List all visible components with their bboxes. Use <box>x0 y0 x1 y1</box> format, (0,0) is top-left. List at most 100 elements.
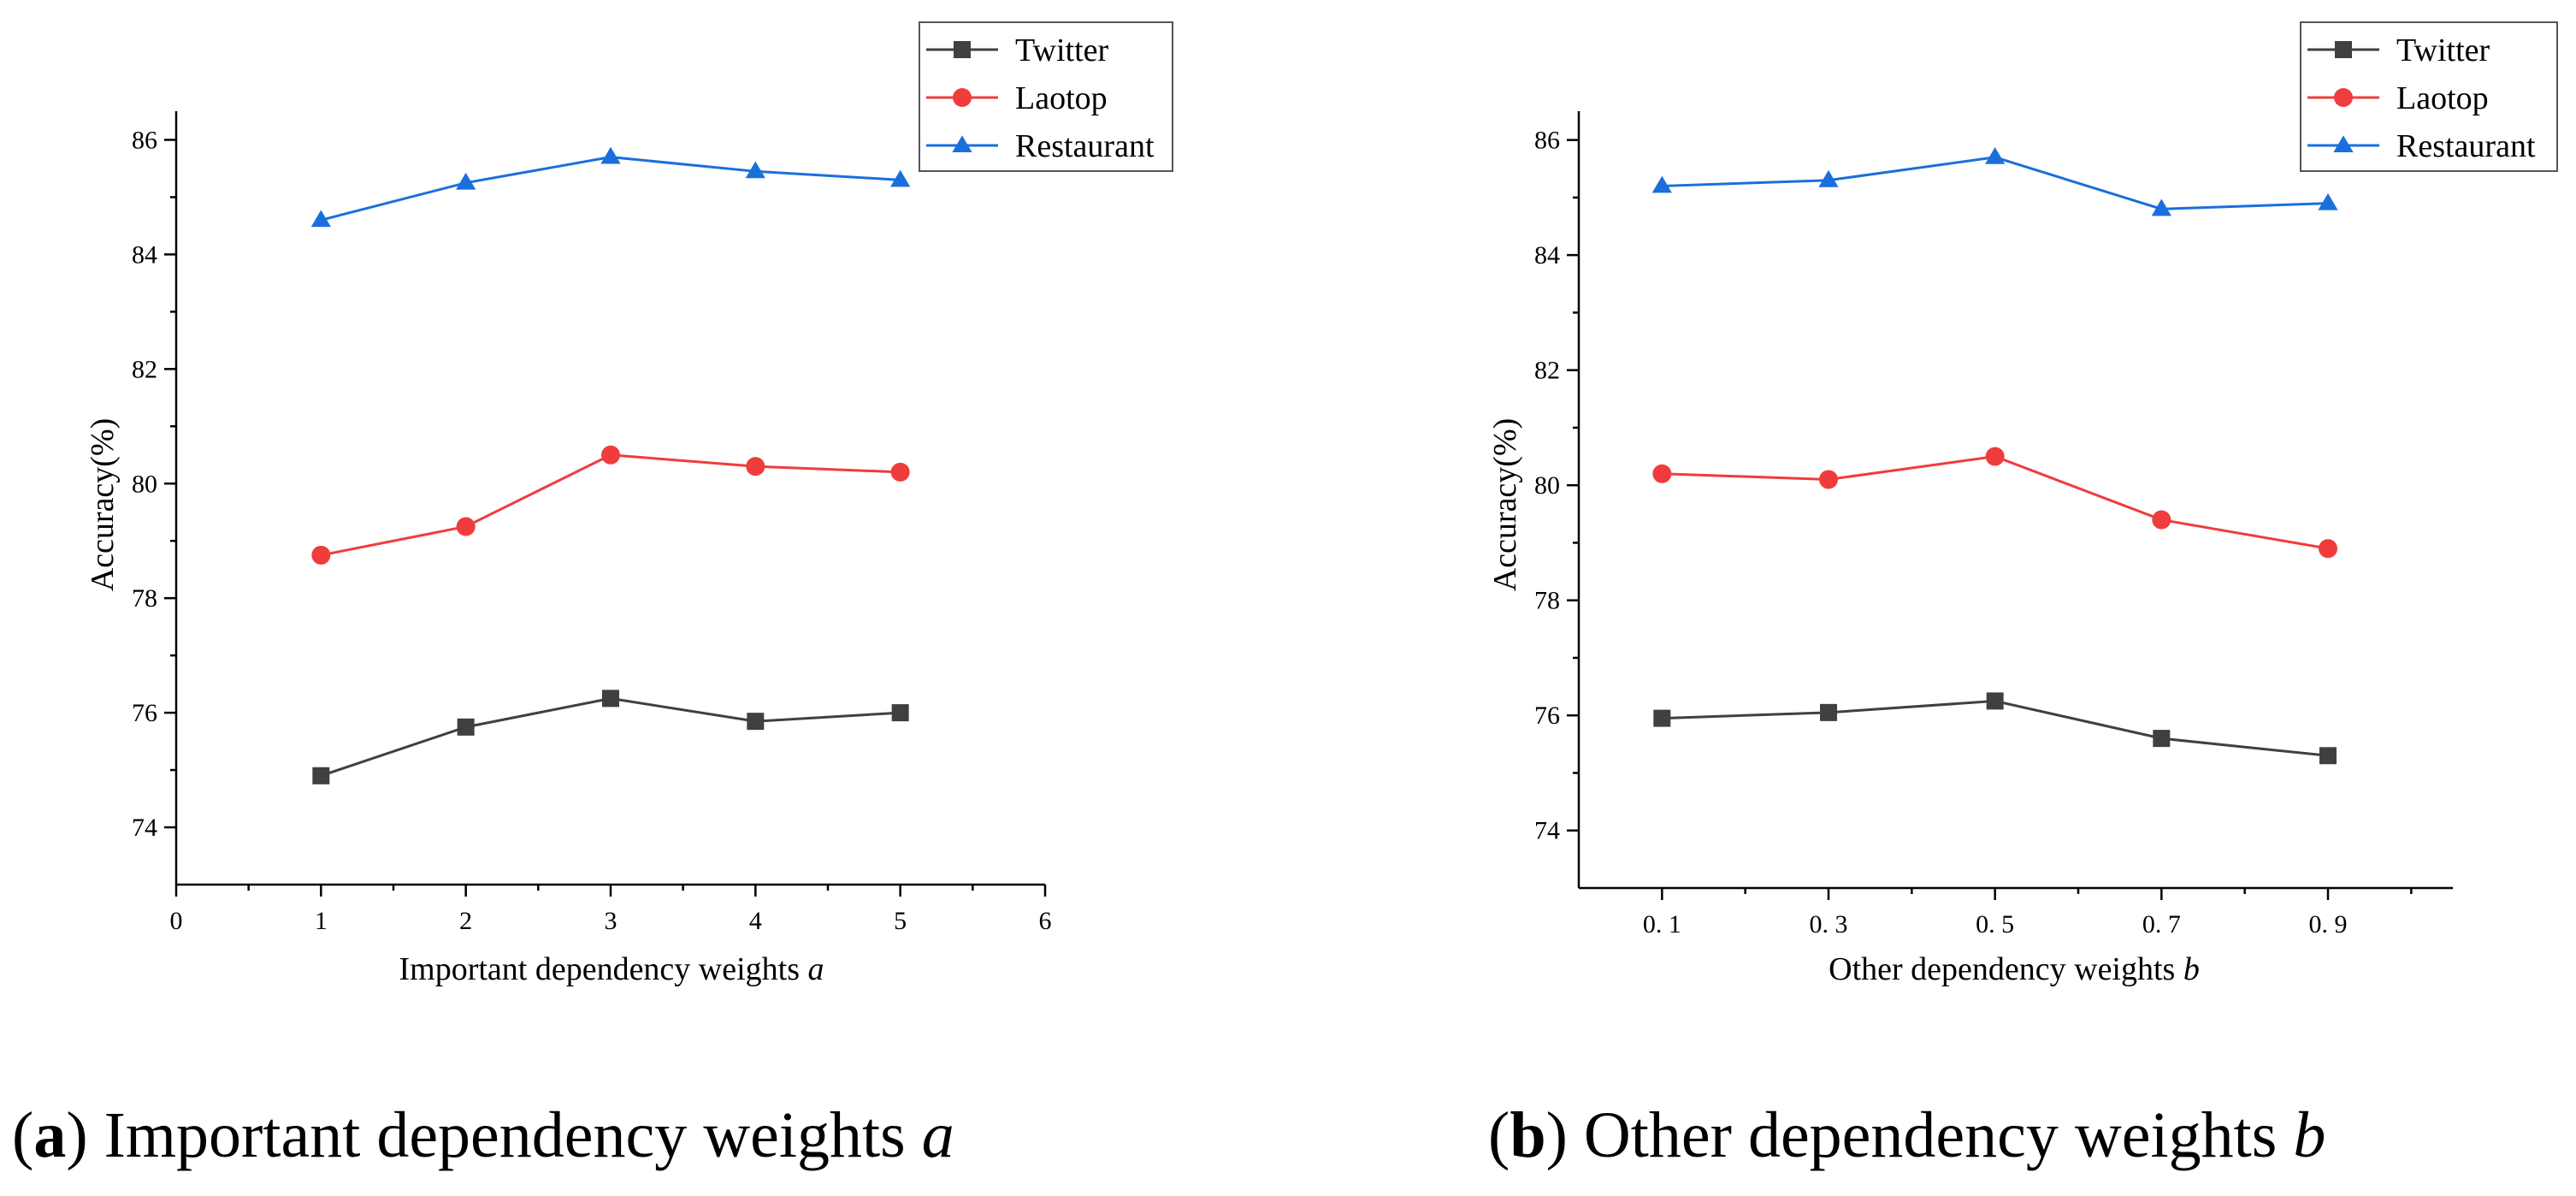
series-line-restaurant-a <box>320 156 901 222</box>
data-point-restaurant-b <box>1651 175 1672 193</box>
legend-marker-twitter-a <box>954 41 971 58</box>
data-point-twitter-b <box>2319 747 2337 765</box>
legend-label-restaurant-b: Restaurant <box>2396 128 2536 164</box>
legend-marker-laotop-b <box>2334 88 2353 107</box>
y-tick-label-a: 76 <box>132 699 157 727</box>
y-tick-label-b: 78 <box>1534 587 1560 615</box>
x-tick-label-a: 1 <box>315 907 328 935</box>
data-point-laotop-a <box>601 445 620 465</box>
data-point-twitter-a <box>457 718 475 736</box>
legend-label-laotop-b: Laotop <box>2396 80 2489 116</box>
data-point-twitter-a <box>312 767 330 785</box>
legend-marker-restaurant-b <box>2333 135 2354 152</box>
x-tick-label-a: 3 <box>605 907 617 935</box>
caption-open-paren-a: ( <box>12 1099 33 1171</box>
x-axis-label-text-b: Other dependency weights <box>1829 951 2175 987</box>
caption-close-paren-b: ) <box>1546 1099 1584 1171</box>
legend-label-twitter-a: Twitter <box>1015 33 1109 68</box>
data-point-laotop-b <box>1985 447 2005 466</box>
data-point-restaurant-a <box>890 169 911 187</box>
caption-close-paren-a: ) <box>66 1099 103 1171</box>
data-point-restaurant-a <box>745 161 765 179</box>
legend-label-twitter-b: Twitter <box>2396 33 2490 68</box>
x-tick-label-b: 0. 9 <box>2309 910 2348 938</box>
caption-a: (a) Important dependency weights a <box>12 1099 954 1171</box>
legend-marker-restaurant-a <box>952 135 972 152</box>
legend-label-laotop-a: Laotop <box>1015 80 1108 116</box>
x-tick-label-a: 6 <box>1039 907 1052 935</box>
x-tick-label-b: 0. 5 <box>1976 910 2014 938</box>
data-point-twitter-a <box>891 704 909 722</box>
data-point-restaurant-a <box>600 146 621 164</box>
y-tick-label-a: 78 <box>132 584 157 613</box>
y-tick-label-a: 74 <box>132 814 157 842</box>
y-tick-label-b: 74 <box>1534 817 1560 845</box>
data-point-restaurant-a <box>310 210 331 228</box>
chart-panel-b: 74 76 78 80 82 84 86 0. 1 0. 3 0. 5 0. 7 0. 9 Accur… <box>1487 21 2558 1171</box>
legend-label-restaurant-a: Restaurant <box>1015 128 1155 164</box>
series-line-restaurant-b <box>1662 156 2329 210</box>
caption-b: (b) Other dependency weights b <box>1488 1099 2325 1171</box>
data-point-laotop-a <box>311 545 331 565</box>
data-point-laotop-b <box>2319 539 2337 559</box>
y-tick-label-b: 86 <box>1534 127 1560 155</box>
caption-var-b: b <box>2293 1099 2325 1171</box>
data-point-twitter-b <box>2153 730 2171 748</box>
plot-area-a: 74 76 78 80 82 84 86 0 1 2 3 4 5 6 <box>132 111 1052 935</box>
data-point-restaurant-b <box>1985 147 2006 164</box>
y-tick-label-b: 80 <box>1534 471 1560 500</box>
legend-b: Twitter Laotop Restaurant <box>2300 21 2558 172</box>
x-tick-label-a: 4 <box>749 907 762 935</box>
caption-letter-a: a <box>33 1099 66 1171</box>
y-tick-label-a: 84 <box>132 240 157 269</box>
x-axis-label-a: Important dependency weights a <box>399 951 824 987</box>
series-line-twitter-a <box>320 696 901 778</box>
legend-a: Twitter Laotop Restaurant <box>919 21 1173 172</box>
data-point-twitter-b <box>1986 692 2004 710</box>
x-tick-label-b: 0. 7 <box>2142 910 2181 938</box>
x-tick-label-b: 0. 3 <box>1810 910 1848 938</box>
data-point-restaurant-b <box>1818 169 1839 187</box>
data-point-laotop-b <box>1652 464 1672 483</box>
x-axis-label-var-a: a <box>808 951 824 987</box>
legend-marker-twitter-b <box>2335 41 2352 58</box>
series-line-laotop-a <box>321 453 901 557</box>
data-point-restaurant-b <box>2151 198 2171 216</box>
data-point-twitter-a <box>747 713 765 731</box>
plot-area-b: 74 76 78 80 82 84 86 0. 1 0. 3 0. 5 0. 7 0. 9 <box>1534 111 2453 938</box>
data-point-laotop-a <box>890 462 910 482</box>
y-tick-label-b: 84 <box>1534 241 1560 269</box>
data-point-laotop-b <box>2152 510 2171 530</box>
data-point-twitter-b <box>1820 703 1837 721</box>
data-point-laotop-b <box>1819 470 1838 489</box>
x-axis-label-var-b: b <box>2183 951 2200 987</box>
x-tick-label-a: 2 <box>459 907 472 935</box>
y-tick-label-a: 80 <box>132 470 157 498</box>
data-point-twitter-b <box>1653 709 1671 727</box>
x-tick-label-a: 5 <box>894 907 907 935</box>
x-tick-label-b: 0. 1 <box>1643 910 1681 938</box>
x-axis-label-b: Other dependency weights b <box>1829 951 2200 987</box>
y-tick-label-b: 82 <box>1534 357 1560 385</box>
x-tick-label-a: 0 <box>170 907 183 935</box>
data-point-twitter-a <box>602 690 619 708</box>
caption-text-a: Important dependency weights <box>104 1099 906 1171</box>
legend-marker-laotop-a <box>953 88 972 107</box>
y-tick-label-b: 76 <box>1534 702 1560 730</box>
chart-panel-a: 74 76 78 80 82 84 86 0 1 2 3 4 5 6 Accuracy(%) Import… <box>12 21 1173 1171</box>
caption-letter-b: b <box>1510 1099 1545 1171</box>
x-axis-label-text-a: Important dependency weights <box>399 951 800 987</box>
y-axis-label-b: Accuracy(%) <box>1487 418 1523 592</box>
data-point-laotop-a <box>456 517 476 536</box>
caption-var-a: a <box>922 1099 954 1171</box>
y-axis-label-a: Accuracy(%) <box>85 418 121 592</box>
series-line-laotop-b <box>1662 455 2329 550</box>
y-tick-label-a: 86 <box>132 126 157 154</box>
caption-text-b: Other dependency weights <box>1584 1099 2277 1171</box>
data-point-restaurant-b <box>2318 192 2338 210</box>
data-point-restaurant-a <box>456 172 476 190</box>
caption-open-paren-b: ( <box>1488 1099 1510 1171</box>
y-tick-label-a: 82 <box>132 355 157 383</box>
data-point-laotop-a <box>746 457 765 477</box>
